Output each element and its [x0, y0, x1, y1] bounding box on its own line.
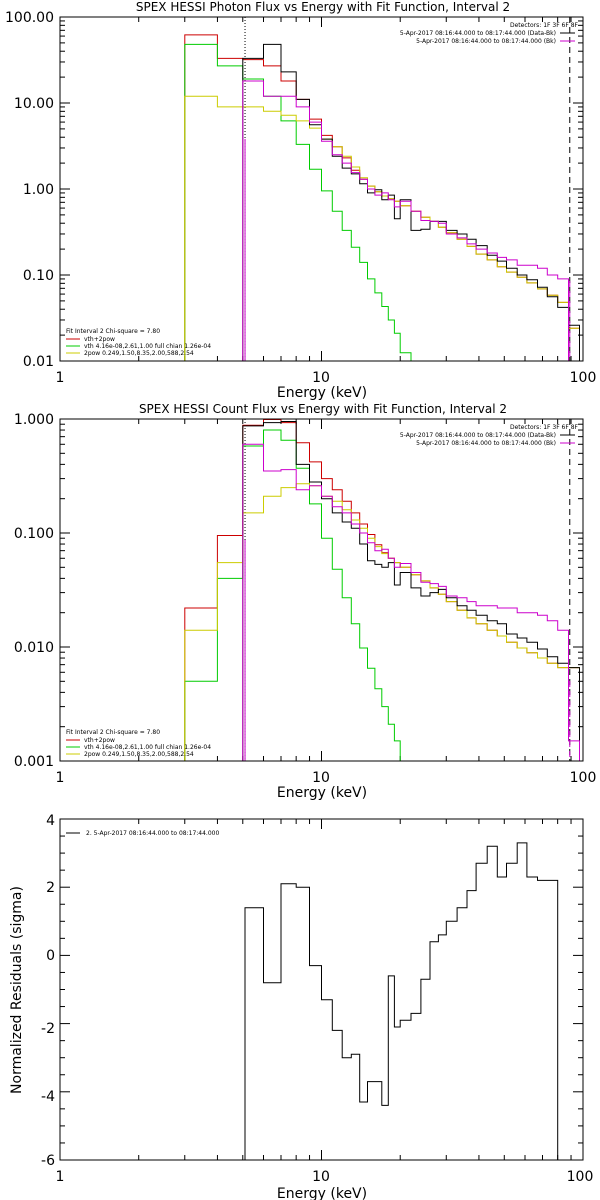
panel2-series-bk: [242, 443, 580, 761]
panel2-ytick-0.100: 0.100: [14, 526, 54, 542]
panel2-frame: [59, 418, 584, 762]
panel1-xtick-100: 100: [570, 370, 597, 386]
panel1-legend-vth2pow: vth+2pow: [84, 336, 115, 343]
panel2-legend-fit: Fit Interval 2 Chi-square = 7.80: [66, 729, 160, 736]
panel2-xtick-100: 100: [570, 770, 597, 786]
panel2-ytick-0.010: 0.010: [14, 640, 54, 656]
panel1-legend-2pow: 2pow 0.249,1.50,8.35,2.00,588,2.54: [84, 350, 194, 357]
panel2-series-vth: [184, 429, 411, 762]
panel3-ytick--2: -2: [41, 1021, 55, 1037]
panel1-frame: [59, 16, 584, 362]
panel3-ylabel: Normalized Residuals (sigma): [9, 886, 25, 1094]
panel1-legend-vth: vth 4.16e-08,2.61,1.00 full chian 1.26e-…: [84, 343, 211, 350]
panel1-series-bk: [242, 80, 580, 362]
panel1-xlabel: Energy (keV): [277, 385, 367, 401]
panel3-ytick-4: 4: [46, 813, 55, 829]
panel3-frame: [59, 818, 584, 1161]
panel3-ytick-0: 0: [46, 948, 55, 964]
panel3-xlabel: Energy (keV): [277, 1186, 367, 1200]
panel1-ytick-0.01: 0.01: [23, 354, 54, 370]
panel3-plot-area: [59, 818, 584, 1161]
panel1-info-bk: 5-Apr-2017 08:16:44.000 to 08:17:44.000 …: [416, 38, 556, 45]
photon-flux-panel: SPEX HESSI Photon Flux vs Energy with Fi…: [5, 0, 596, 401]
count-flux-panel: SPEX HESSI Count Flux vs Energy with Fit…: [14, 402, 596, 801]
panel1-legend: Fit Interval 2 Chi-square = 7.80 vth+2po…: [66, 328, 211, 357]
panel2-info-detectors: Detectors: 1F 3F 6F 8F: [510, 424, 579, 431]
panel1-plot-area: [59, 16, 584, 362]
panel2-xtick-1: 1: [56, 770, 65, 786]
panel1-series-2pow: [184, 95, 580, 361]
panel2-series-2pow: [184, 483, 580, 761]
panel2-xtick-10: 10: [312, 770, 330, 786]
panel1-ytick-1.00: 1.00: [23, 182, 54, 198]
panel2-info-bk: 5-Apr-2017 08:16:44.000 to 08:17:44.000 …: [416, 440, 556, 447]
panel1-title: SPEX HESSI Photon Flux vs Energy with Fi…: [136, 0, 510, 14]
panel1-info-detectors: Detectors: 1F 3F 6F 8F: [510, 22, 579, 29]
panel2-plot-area: [59, 418, 584, 762]
panel2-legend-vth2pow: vth+2pow: [84, 737, 115, 744]
panel1-xtick-10: 10: [312, 370, 330, 386]
panel1-ytick-100.00: 100.00: [5, 10, 54, 26]
panel3-xtick-10: 10: [312, 1169, 330, 1185]
panel2-xlabel: Energy (keV): [277, 785, 367, 801]
panel3-ytick--4: -4: [41, 1089, 55, 1105]
panel3-xtick-100: 100: [567, 1169, 594, 1185]
panel3-xtick-1: 1: [56, 1169, 65, 1185]
panel1-ytick-10.00: 10.00: [14, 96, 54, 112]
panel3-legend-text: 2. 5-Apr-2017 08:16:44.000 to 08:17:44.0…: [86, 830, 219, 837]
panel1-xtick-1: 1: [56, 370, 65, 386]
panel3-ytick--6: -6: [41, 1153, 55, 1169]
panel1-series-vth: [184, 43, 421, 362]
panel2-legend-2pow: 2pow 0.249,1.50,8.35,2.00,588,2.54: [84, 751, 194, 758]
panel2-title: SPEX HESSI Count Flux vs Energy with Fit…: [139, 402, 507, 416]
panel2-ytick-1.000: 1.000: [14, 412, 54, 428]
panel2-info-data: 5-Apr-2017 08:16:44.000 to 08:17:44.000 …: [400, 432, 556, 439]
panel1-legend-fit: Fit Interval 2 Chi-square = 7.80: [66, 328, 160, 335]
residuals-panel: 1 10 100 -6 -4 -2 0 2 4 Energy (keV) Nor…: [9, 813, 593, 1200]
panel2-series-total: [242, 421, 580, 761]
panel2-legend: Fit Interval 2 Chi-square = 7.80 vth+2po…: [66, 729, 211, 758]
panel1-info-data: 5-Apr-2017 08:16:44.000 to 08:17:44.000 …: [400, 30, 556, 37]
panel3-series-2-5-apr-2017-08-16-44-000-to-08-17-44-000: [244, 842, 569, 1161]
panel2-legend-vth: vth 4.16e-08,2.61,1.00 full chian 1.26e-…: [84, 744, 211, 751]
panel1-ytick-0.10: 0.10: [23, 268, 54, 284]
panel3-ytick-2: 2: [46, 880, 55, 896]
panel2-ytick-0.001: 0.001: [14, 754, 54, 770]
panel2-series-vth-2pow: [184, 419, 580, 761]
